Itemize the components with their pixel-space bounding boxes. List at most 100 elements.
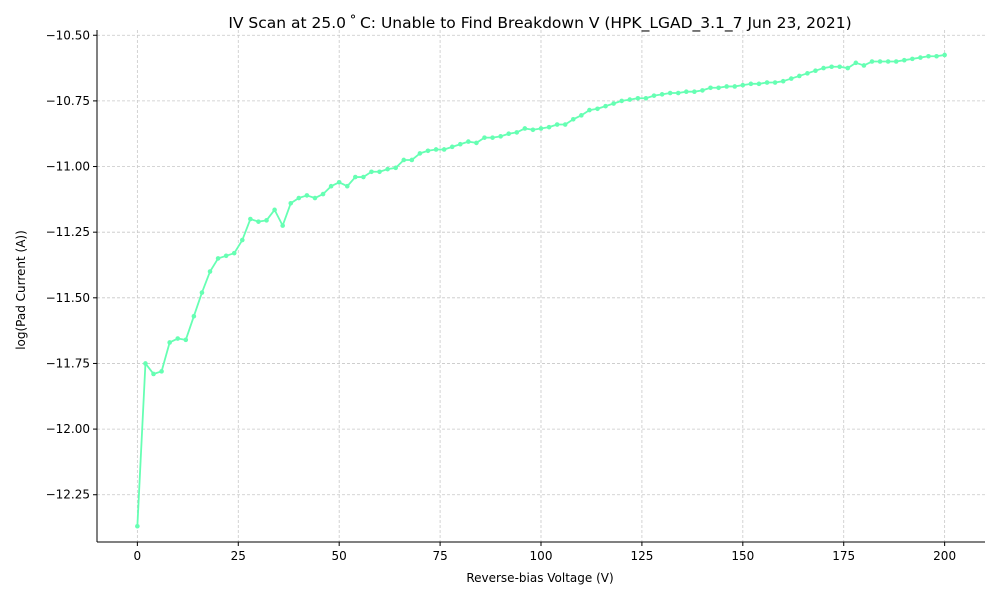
x-tick-label: 150: [731, 549, 754, 563]
data-point: [692, 89, 697, 95]
data-point: [143, 361, 148, 366]
y-tick-label: −11.00: [46, 160, 90, 174]
data-point: [433, 147, 439, 152]
data-point: [570, 116, 576, 122]
data-point: [926, 53, 931, 59]
data-point: [756, 81, 762, 87]
x-tick-label: 0: [134, 549, 142, 563]
data-point: [716, 85, 721, 91]
data-point: [312, 195, 318, 201]
data-point: [708, 85, 713, 91]
data-point: [732, 84, 738, 89]
data-point: [328, 183, 334, 189]
data-point: [506, 131, 512, 137]
data-point: [740, 82, 746, 88]
data-point: [425, 148, 431, 154]
data-point: [361, 174, 366, 180]
data-point: [764, 80, 770, 85]
data-point: [659, 92, 665, 97]
x-tick-label: 200: [933, 549, 956, 563]
data-point: [603, 103, 608, 109]
series-layer: [135, 52, 947, 529]
data-point: [595, 106, 600, 112]
data-point: [829, 64, 834, 70]
data-point: [579, 113, 584, 118]
data-point: [934, 53, 939, 59]
data-point: [546, 124, 552, 130]
x-tick-label: 125: [630, 549, 653, 563]
data-point: [530, 127, 536, 133]
y-tick-label: −11.25: [46, 225, 90, 239]
data-point: [393, 165, 398, 171]
ticks-layer: 0 25 50 75 100 125 150 175 200 −10.50 −10.75 −11.00…: [46, 28, 957, 563]
data-point: [215, 256, 221, 261]
data-point: [780, 78, 786, 84]
data-point: [869, 59, 875, 64]
data-point: [667, 90, 673, 96]
data-point: [724, 84, 729, 89]
data-point: [821, 65, 826, 71]
y-tick-label: −11.75: [46, 356, 90, 370]
data-point: [377, 169, 382, 175]
data-point: [845, 65, 851, 71]
data-point: [877, 59, 883, 64]
data-point: [409, 157, 415, 163]
data-point: [562, 122, 568, 127]
data-point: [151, 371, 156, 377]
x-axis-title: Reverse-bias Voltage (V): [466, 571, 613, 585]
data-point: [901, 57, 907, 63]
data-point: [490, 135, 495, 140]
y-tick-label: −11.50: [46, 291, 90, 305]
data-point: [627, 97, 633, 102]
y-axis-title: log(Pad Current (A)): [14, 230, 28, 350]
data-point: [385, 166, 390, 172]
x-tick-label: 100: [530, 549, 553, 563]
x-tick-label: 75: [432, 549, 447, 563]
data-point: [885, 59, 891, 64]
y-tick-label: −12.00: [46, 422, 90, 436]
data-point: [167, 340, 172, 345]
data-point: [700, 88, 705, 93]
data-point: [159, 369, 164, 374]
data-point: [466, 139, 471, 144]
data-point: [861, 63, 867, 68]
data-point: [611, 101, 616, 106]
data-point: [336, 179, 342, 185]
data-point: [240, 237, 245, 243]
data-point: [231, 250, 237, 256]
data-point: [248, 216, 253, 222]
data-point: [837, 64, 842, 70]
data-point: [797, 73, 802, 79]
data-point: [522, 126, 528, 131]
data-point: [684, 89, 689, 95]
data-point: [918, 55, 923, 60]
data-point: [320, 191, 326, 197]
data-point: [175, 336, 181, 341]
data-point: [304, 193, 310, 198]
data-point: [635, 95, 641, 101]
data-point: [675, 90, 681, 96]
data-point: [748, 81, 754, 87]
data-point: [643, 95, 649, 101]
data-point: [482, 135, 487, 140]
data-point: [853, 60, 859, 66]
data-point: [498, 134, 503, 139]
data-point: [587, 107, 592, 113]
data-point: [417, 151, 423, 156]
data-point: [183, 337, 189, 343]
data-point: [280, 223, 285, 228]
data-point: [910, 56, 915, 62]
data-point: [538, 126, 544, 131]
data-point: [893, 59, 899, 64]
y-tick-label: −10.50: [46, 28, 90, 42]
data-point: [457, 141, 463, 147]
data-point: [474, 140, 479, 146]
data-point: [353, 174, 358, 180]
data-point: [514, 130, 520, 135]
chart-title: IV Scan at 25.0 ˚ C: Unable to Find Brea…: [228, 14, 851, 33]
data-point: [288, 200, 294, 206]
data-point: [272, 207, 277, 213]
grid-layer: [97, 30, 985, 542]
data-point: [788, 76, 794, 81]
